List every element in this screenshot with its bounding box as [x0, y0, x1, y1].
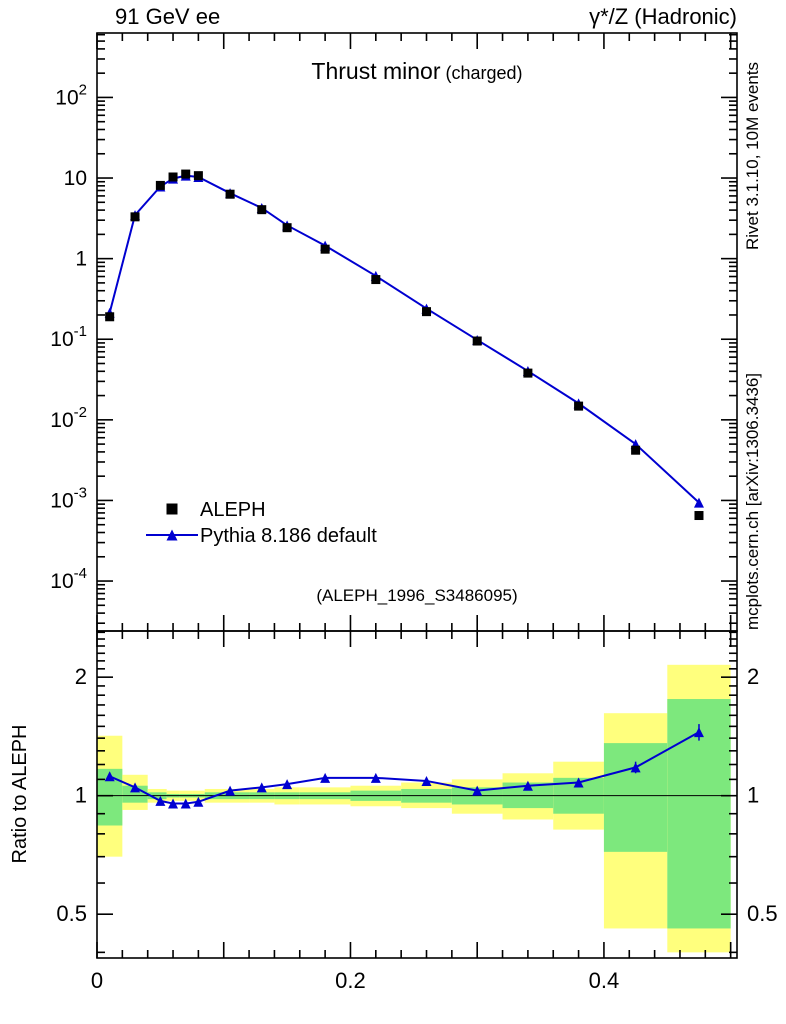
process-label: γ*/Z (Hadronic) [589, 4, 737, 29]
data-point-square [631, 445, 641, 455]
data-point-triangle [166, 529, 178, 541]
data-point-triangle [693, 727, 704, 738]
data-point-square [523, 368, 533, 378]
main-series-layer [104, 169, 704, 521]
tspan: -1 [74, 323, 87, 340]
data-point-triangle [573, 777, 584, 788]
data-point-triangle [130, 782, 141, 793]
data-point-square [166, 503, 178, 515]
data-point-triangle [693, 497, 704, 508]
data-point-triangle [168, 798, 179, 809]
data-point-triangle [256, 782, 267, 793]
data-point-square [694, 511, 704, 521]
main-frame [96, 32, 738, 632]
data-point-square [574, 401, 584, 411]
x-tick-label: 0.2 [335, 968, 366, 993]
legend-label-data: ALEPH [200, 499, 266, 521]
tspan: -3 [74, 484, 87, 501]
data-point-square [282, 223, 292, 233]
data-point-triangle [225, 785, 236, 796]
data-point-triangle [630, 762, 641, 773]
data-point-square [320, 244, 330, 254]
tspan: -4 [74, 565, 87, 582]
ratio-tick-label-right: 2 [747, 664, 759, 689]
data-point-square [105, 312, 115, 322]
ratio-tick-label-left: 0.5 [56, 901, 87, 926]
tspan: -2 [74, 404, 87, 421]
y-tick-label: 10-3 [50, 484, 87, 512]
data-point-square [371, 275, 381, 285]
data-point-triangle [193, 796, 204, 807]
ratio-series-layer [104, 724, 704, 809]
data-point-triangle [104, 771, 115, 782]
data-point-triangle [282, 779, 293, 790]
legend-label-mc: Pythia 8.186 default [200, 525, 377, 547]
data-point-square [472, 336, 482, 346]
data-point-square [168, 172, 178, 182]
data-point-triangle [522, 780, 533, 791]
rivet-version-label: Rivet 3.1.10, 10M events [743, 62, 762, 250]
data-point-square [181, 169, 191, 179]
beam-energy-label: 91 GeV ee [115, 4, 220, 29]
data-point-square [257, 205, 267, 215]
y-tick-label: 102 [55, 81, 87, 109]
data-point-square [155, 180, 165, 190]
mcplots-reference-label: mcplots.cern.ch [arXiv:1306.3436] [743, 373, 762, 630]
y-tick-label: 10-2 [50, 404, 87, 432]
data-point-square [193, 171, 203, 181]
ratio-tick-label-left: 1 [75, 783, 87, 808]
data-point-square [422, 307, 432, 317]
x-tick-label: 0 [91, 968, 103, 993]
data-point-square [130, 212, 140, 222]
analysis-id-watermark: (ALEPH_1996_S3486095) [316, 586, 517, 605]
data-point-triangle [421, 775, 432, 786]
y-tick-label: 1 [75, 248, 87, 271]
y-tick-label: 10-4 [50, 565, 87, 593]
ratio-tick-label-right: 1 [747, 783, 759, 808]
data-point-triangle [155, 795, 166, 806]
ratio-tick-label-right: 0.5 [747, 901, 778, 926]
data-point-triangle [370, 772, 381, 783]
x-tick-label: 0.4 [589, 968, 620, 993]
data-point-triangle [320, 772, 331, 783]
data-point-square [225, 189, 235, 199]
axes-layer [96, 32, 738, 959]
y-tick-label: 10-1 [50, 323, 87, 351]
plot-title: Thrust minor (charged) [311, 58, 522, 84]
uncertainty-band-inner [603, 743, 668, 852]
ratio-tick-label-left: 2 [75, 664, 87, 689]
y-tick-label: 10 [64, 167, 87, 190]
legend [146, 503, 198, 541]
data-point-triangle [180, 798, 191, 809]
ratio-frame [96, 630, 738, 959]
ratio-band-layer [97, 664, 737, 953]
ratio-axis-label: Ratio to ALEPH [9, 725, 31, 864]
tspan: 2 [79, 81, 87, 98]
mc-line [108, 174, 700, 504]
data-point-triangle [472, 785, 483, 796]
